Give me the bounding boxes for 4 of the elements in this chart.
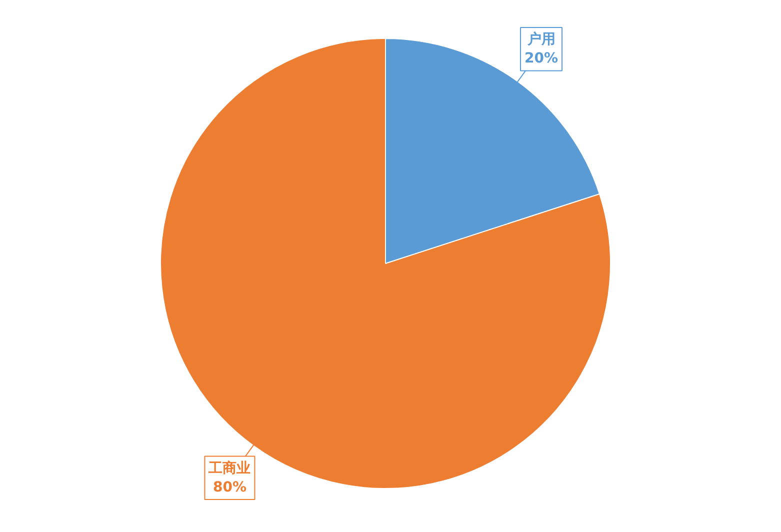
slice-label: 工商业 xyxy=(208,459,251,476)
slice-label: 户用 xyxy=(526,30,556,48)
data-label: 80% xyxy=(212,479,246,496)
data-label: 20% xyxy=(524,50,558,67)
